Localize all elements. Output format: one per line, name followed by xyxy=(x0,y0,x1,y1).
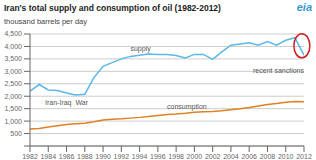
svg-text:recent sanctions: recent sanctions xyxy=(253,67,304,74)
svg-text:1994: 1994 xyxy=(132,153,148,160)
svg-text:500: 500 xyxy=(10,130,22,137)
html-text:Iran's total supply and consum: Iran's total supply and consumption of o… xyxy=(4,3,221,13)
svg-text:2002: 2002 xyxy=(205,153,221,160)
svg-text:1998: 1998 xyxy=(168,153,184,160)
svg-text:2008: 2008 xyxy=(260,153,276,160)
svg-text:3,000: 3,000 xyxy=(8,68,22,75)
svg-text:2006: 2006 xyxy=(241,153,257,160)
svg-text:1996: 1996 xyxy=(150,153,166,160)
svg-text:consumption: consumption xyxy=(167,103,207,111)
svg-text:2,000: 2,000 xyxy=(8,93,22,100)
svg-text:1982: 1982 xyxy=(22,153,38,160)
svg-text:2000: 2000 xyxy=(187,153,203,160)
svg-text:4,500: 4,500 xyxy=(8,30,22,37)
svg-text:1984: 1984 xyxy=(40,153,56,160)
html-text:thousand barrels per day: thousand barrels per day xyxy=(4,17,87,26)
svg-text:2,500: 2,500 xyxy=(8,80,22,87)
svg-text:1990: 1990 xyxy=(95,153,111,160)
svg-text:Iran-Iraq War: Iran-Iraq War xyxy=(45,99,89,107)
svg-text:2012: 2012 xyxy=(296,153,308,160)
svg-text:1992: 1992 xyxy=(114,153,130,160)
svg-text:3,500: 3,500 xyxy=(8,55,22,62)
svg-text:4,000: 4,000 xyxy=(8,43,22,50)
html-text:eia: eia xyxy=(296,1,312,13)
svg-text:supply: supply xyxy=(130,45,151,53)
svg-text:2010: 2010 xyxy=(278,153,294,160)
svg-text:1,500: 1,500 xyxy=(8,105,22,112)
svg-text:2004: 2004 xyxy=(223,153,239,160)
svg-text:1,000: 1,000 xyxy=(8,118,22,125)
svg-text:1986: 1986 xyxy=(59,153,75,160)
svg-text:1988: 1988 xyxy=(77,153,93,160)
